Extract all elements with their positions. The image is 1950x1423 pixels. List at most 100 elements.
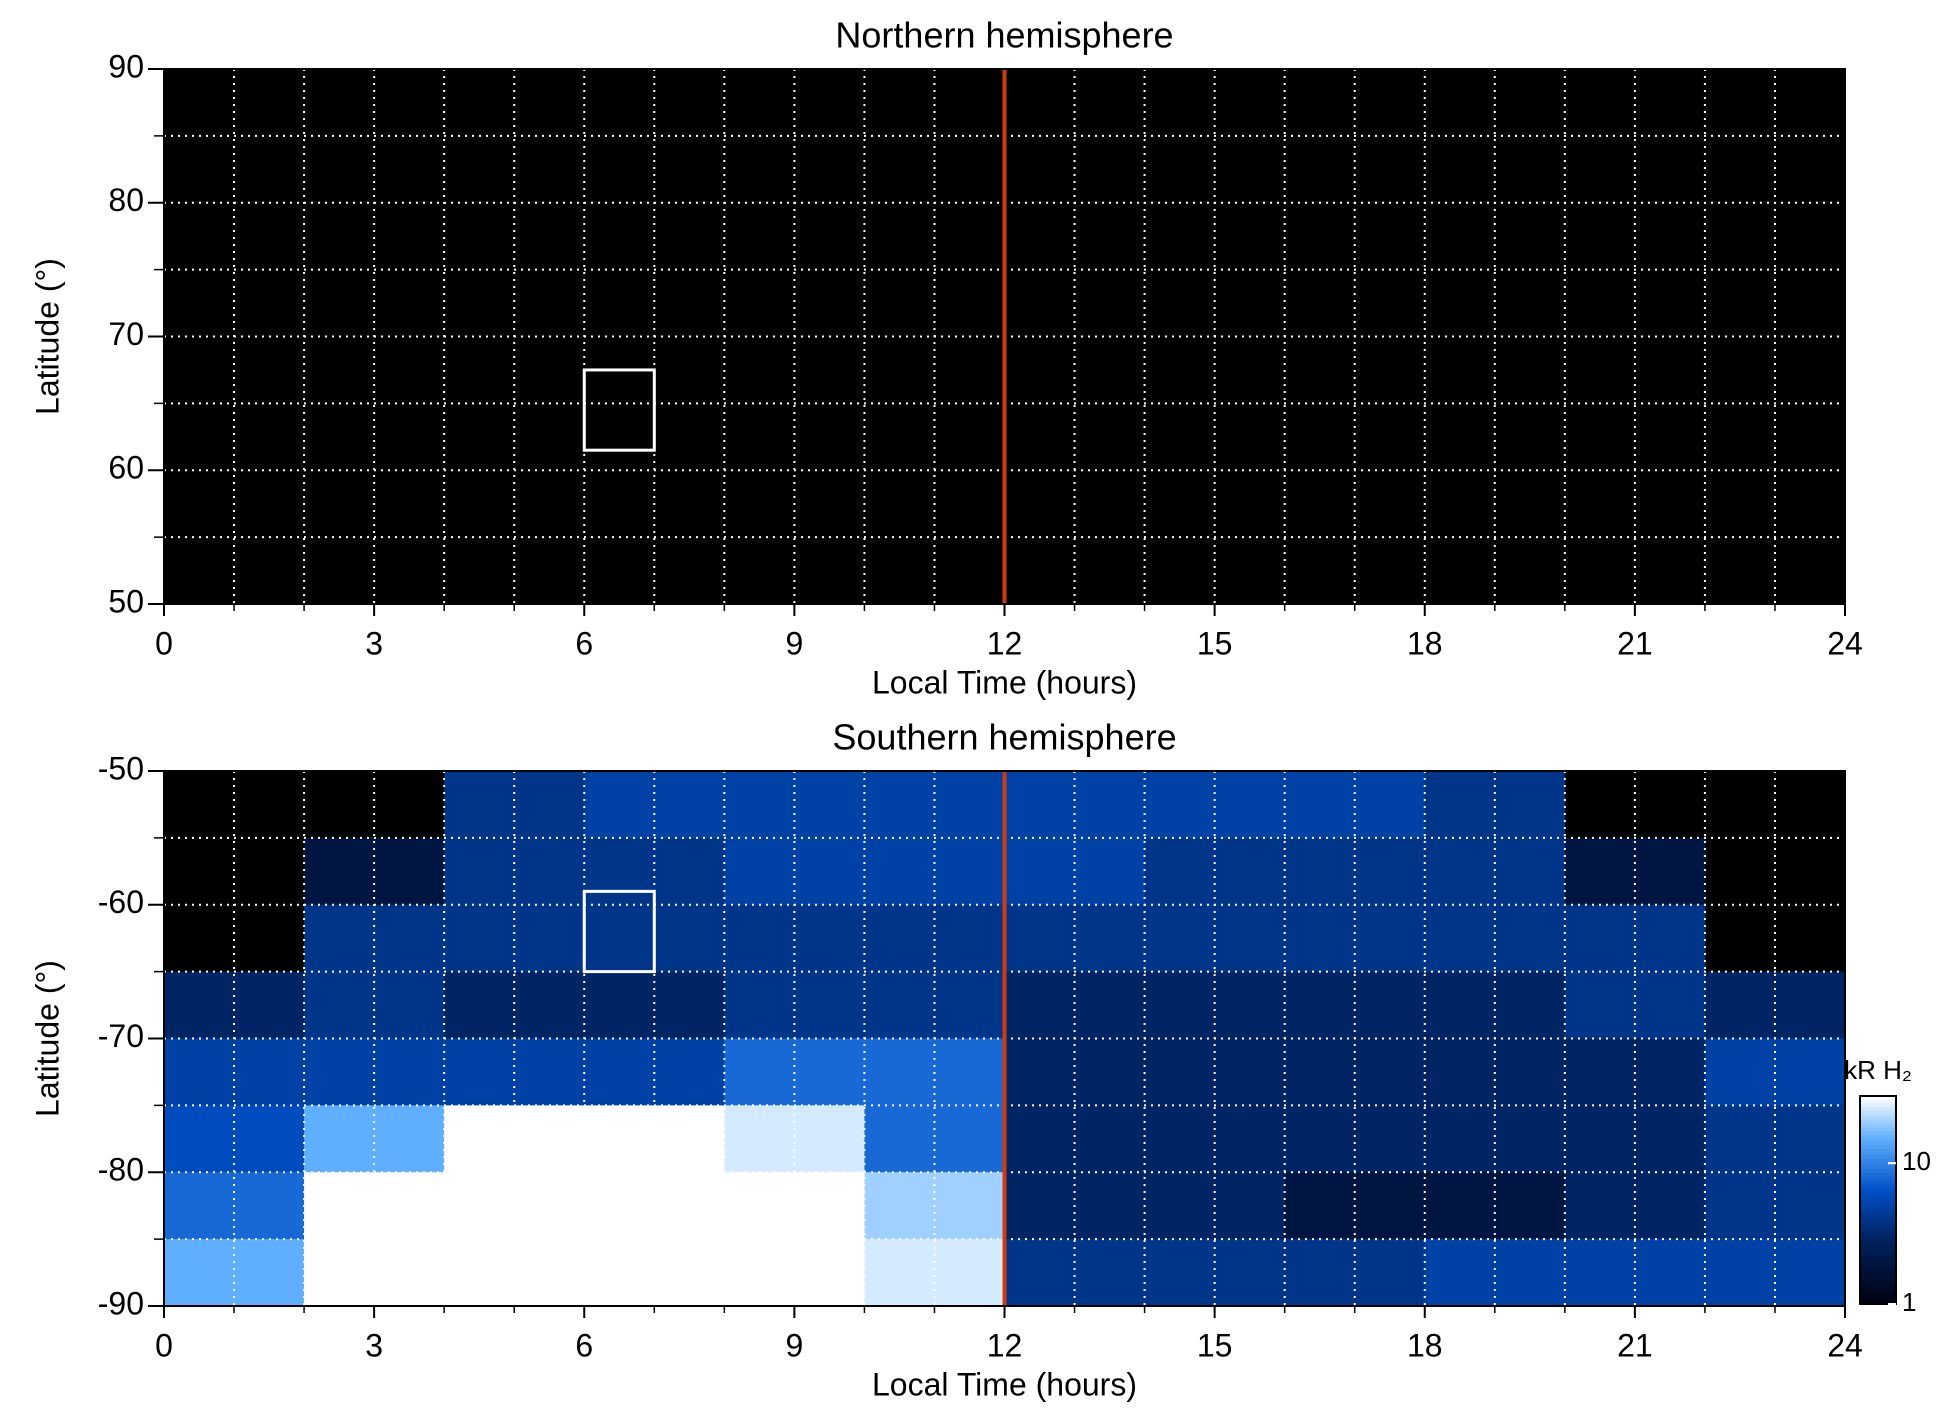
x-tick-label: 6	[575, 1327, 593, 1363]
y-tick-label: 50	[108, 583, 144, 619]
heat-cell	[1284, 904, 1426, 973]
x-tick-label: 0	[155, 1327, 173, 1363]
y-tick-label: 90	[108, 48, 144, 84]
colorbar-slice	[1860, 1286, 1896, 1291]
colorbar-slice	[1860, 1265, 1896, 1270]
colorbar-slice	[1860, 1283, 1896, 1288]
heat-cell	[1424, 1105, 1566, 1173]
y-tick-label: -60	[98, 884, 144, 920]
colorbar-slice	[1860, 1096, 1896, 1101]
heat-cell	[1144, 1239, 1286, 1307]
colorbar-slice	[1860, 1179, 1896, 1184]
colorbar-slice	[1860, 1109, 1896, 1114]
x-tick-label: 18	[1407, 1327, 1443, 1363]
heat-cell	[1284, 1105, 1426, 1173]
panel-title: Southern hemisphere	[832, 717, 1176, 758]
heat-cell	[1004, 1239, 1146, 1307]
colorbar-slice	[1860, 1227, 1896, 1232]
colorbar-slice	[1860, 1172, 1896, 1177]
heat-cell	[1004, 1105, 1146, 1173]
heat-cell	[304, 904, 445, 973]
heat-cell	[724, 904, 865, 973]
colorbar-slice	[1860, 1182, 1896, 1187]
colorbar-slice	[1860, 1154, 1896, 1159]
heat-cell	[1424, 837, 1566, 906]
heat-cell	[304, 837, 445, 906]
colorbar-slice	[1860, 1137, 1896, 1142]
colorbar-slice	[1860, 1148, 1896, 1153]
panel-title: Northern hemisphere	[835, 15, 1173, 56]
colorbar-slice	[1860, 1106, 1896, 1111]
heat-cell	[864, 1239, 1005, 1307]
colorbar-slice	[1860, 1255, 1896, 1260]
colorbar-slice	[1860, 1210, 1896, 1215]
colorbar-slice	[1860, 1293, 1896, 1298]
colorbar-slice	[1860, 1276, 1896, 1281]
heat-cell	[1144, 904, 1286, 973]
heat-cell	[164, 1239, 305, 1307]
colorbar-slice	[1860, 1234, 1896, 1239]
colorbar-label: kR H₂	[1844, 1055, 1912, 1085]
colorbar-slice	[1860, 1130, 1896, 1135]
colorbar-slice	[1860, 1300, 1896, 1305]
colorbar-slice	[1860, 1134, 1896, 1139]
heat-cell	[1564, 904, 1706, 973]
colorbar-slice	[1860, 1213, 1896, 1218]
x-axis-label: Local Time (hours)	[872, 1366, 1137, 1402]
heat-cell	[444, 1239, 585, 1307]
y-tick-label: -70	[98, 1018, 144, 1054]
colorbar-slice	[1860, 1279, 1896, 1284]
heat-cell	[164, 1105, 305, 1173]
x-tick-label: 15	[1197, 1327, 1233, 1363]
x-tick-label: 12	[987, 625, 1023, 661]
y-tick-label: -80	[98, 1152, 144, 1188]
heat-cell	[304, 1239, 445, 1307]
heat-cell	[1284, 1239, 1426, 1307]
heat-cell	[1004, 837, 1146, 906]
y-axis-label: Latitude (°)	[29, 258, 65, 415]
heat-cell	[724, 1239, 865, 1307]
colorbar-frame	[1859, 1095, 1897, 1305]
colorbar-slice	[1860, 1189, 1896, 1194]
y-tick-label: -90	[98, 1285, 144, 1321]
colorbar-slice	[1860, 1120, 1896, 1125]
y-tick-label: 70	[108, 316, 144, 352]
colorbar-tick-label: 1	[1902, 1287, 1916, 1317]
colorbar-slice	[1860, 1245, 1896, 1250]
colorbar-slice	[1860, 1200, 1896, 1205]
colorbar-slice	[1860, 1123, 1896, 1128]
colorbar-slice	[1860, 1193, 1896, 1198]
x-tick-label: 12	[987, 1327, 1023, 1363]
heat-cell	[1424, 1239, 1566, 1307]
region-box	[582, 368, 656, 452]
heat-cell	[444, 904, 585, 973]
colorbar-slice	[1860, 1297, 1896, 1302]
heat-cell	[1704, 1239, 1846, 1307]
x-tick-label: 15	[1197, 625, 1233, 661]
colorbar-slice	[1860, 1231, 1896, 1236]
colorbar-slice	[1860, 1258, 1896, 1263]
colorbar-slice	[1860, 1116, 1896, 1121]
colorbar-slice	[1860, 1151, 1896, 1156]
colorbar-slice	[1860, 1186, 1896, 1191]
heat-cell	[584, 1239, 725, 1307]
colorbar-slice	[1860, 1158, 1896, 1163]
colorbar-slice	[1860, 1203, 1896, 1208]
x-tick-label: 3	[365, 625, 383, 661]
heat-cell	[1424, 904, 1566, 973]
heat-cell	[444, 837, 585, 906]
x-tick-label: 24	[1827, 625, 1863, 661]
heat-cell	[1564, 837, 1706, 906]
heat-cell	[864, 904, 1005, 973]
colorbar-slice	[1860, 1102, 1896, 1107]
x-tick-label: 9	[785, 1327, 803, 1363]
colorbar-slice	[1860, 1252, 1896, 1257]
heat-cell	[724, 1105, 865, 1173]
y-axis-label: Latitude (°)	[29, 960, 65, 1117]
colorbar-slice	[1860, 1206, 1896, 1211]
heat-cell	[304, 1105, 445, 1173]
colorbar-slice	[1860, 1272, 1896, 1277]
colorbar-slice	[1860, 1141, 1896, 1146]
